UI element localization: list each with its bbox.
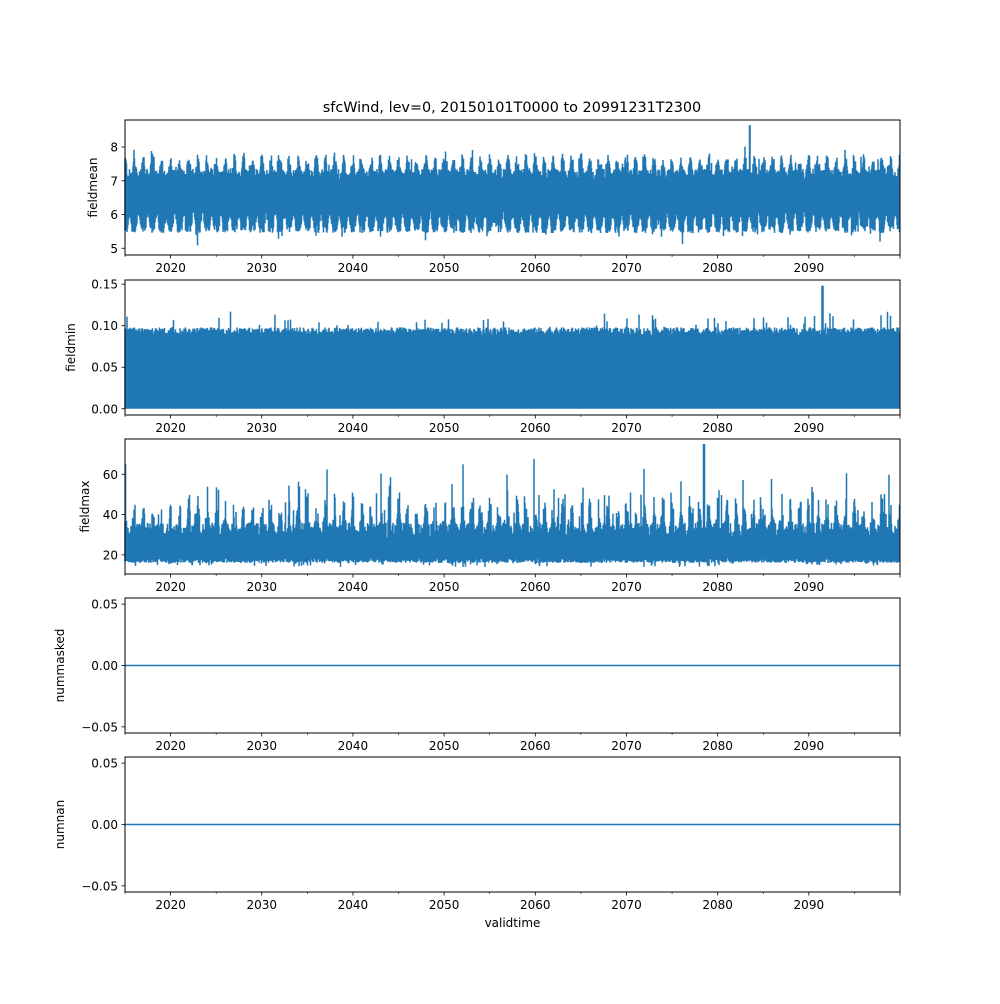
x-tick-label: 2030 — [246, 261, 277, 275]
x-tick-label: 2050 — [429, 739, 460, 753]
x-tick-label: 2090 — [794, 261, 825, 275]
x-tick-label: 2060 — [520, 261, 551, 275]
y-tick-label: 60 — [103, 468, 118, 482]
x-tick-label: 2050 — [429, 898, 460, 912]
x-tick-label: 2030 — [246, 898, 277, 912]
y-tick-label: 20 — [103, 548, 118, 562]
x-tick-label: 2080 — [702, 261, 733, 275]
x-tick-label: 2070 — [611, 261, 642, 275]
y-tick-label: −0.05 — [81, 879, 118, 893]
x-tick-label: 2040 — [338, 580, 369, 594]
x-tick-label: 2020 — [155, 739, 186, 753]
x-tick-label: 2020 — [155, 421, 186, 435]
x-tick-label: 2090 — [794, 580, 825, 594]
y-axis-label: fieldmean — [86, 158, 100, 218]
x-tick-label: 2090 — [794, 421, 825, 435]
x-tick-label: 2020 — [155, 580, 186, 594]
y-tick-label: 0.00 — [91, 818, 118, 832]
x-tick-label: 2030 — [246, 580, 277, 594]
y-tick-label: 0.10 — [91, 319, 118, 333]
subplot-fieldmean: 2020 2030 2040 2050 2060 2070 2080 2090 5 6 7 8 fiel… — [86, 119, 901, 275]
x-tick-label: 2050 — [429, 261, 460, 275]
x-tick-label: 2050 — [429, 421, 460, 435]
x-tick-label: 2060 — [520, 898, 551, 912]
x-tick-label: 2070 — [611, 580, 642, 594]
x-tick-label: 2070 — [611, 898, 642, 912]
x-tick-label: 2040 — [338, 261, 369, 275]
x-tick-label: 2080 — [702, 898, 733, 912]
axes-frame — [124, 119, 901, 256]
x-tick-label: 2060 — [520, 421, 551, 435]
x-tick-label: 2030 — [246, 739, 277, 753]
y-tick-label: 0.05 — [91, 757, 118, 771]
x-tick-label: 2040 — [338, 739, 369, 753]
subplot-fieldmax: 2020 2030 2040 2050 2060 2070 2080 2090204060fi… — [78, 438, 901, 594]
y-tick-label: 5 — [110, 242, 118, 256]
series-line-fieldmean — [124, 125, 901, 246]
subplot-nummasked: 2020 2030 2040 2050 2060 2070 2080 2090 −0.05 0.0… — [53, 597, 901, 753]
x-tick-label: 2020 — [155, 898, 186, 912]
x-tick-label: 2080 — [702, 739, 733, 753]
y-tick-label: 6 — [110, 208, 118, 222]
x-tick-label: 2090 — [794, 739, 825, 753]
y-tick-label: 40 — [103, 508, 118, 522]
y-axis-label: nummasked — [53, 629, 67, 703]
x-tick-label: 2020 — [155, 261, 186, 275]
y-tick-label: 0.15 — [91, 278, 118, 292]
x-axis-label: validtime — [485, 916, 541, 930]
y-axis-label: numnan — [53, 800, 67, 849]
series-line-fieldmin — [124, 285, 901, 409]
x-tick-label: 2040 — [338, 898, 369, 912]
y-tick-label: 8 — [110, 141, 118, 155]
x-tick-label: 2080 — [702, 421, 733, 435]
x-tick-label: 2060 — [520, 580, 551, 594]
series-line-fieldmax — [124, 444, 901, 567]
x-tick-label: 2070 — [611, 421, 642, 435]
x-tick-label: 2050 — [429, 580, 460, 594]
y-axis-label: fieldmin — [64, 323, 78, 372]
subplot-numnan: 2020 2030 2040 2050 2060 2070 2080 2090 −0.05 0.0… — [53, 756, 901, 930]
x-tick-label: 2040 — [338, 421, 369, 435]
y-tick-label: 0.00 — [91, 659, 118, 673]
y-tick-label: 0.00 — [91, 402, 118, 416]
chart-title: sfcWind, lev=0, 20150101T0000 to 2099123… — [323, 100, 701, 116]
x-tick-label: 2080 — [702, 580, 733, 594]
axes-frame — [124, 438, 901, 575]
y-tick-label: −0.05 — [81, 720, 118, 734]
x-tick-label: 2060 — [520, 739, 551, 753]
y-tick-label: 0.05 — [91, 598, 118, 612]
axes-frame — [124, 279, 901, 416]
y-tick-label: 7 — [110, 174, 118, 188]
y-axis-label: fieldmax — [78, 480, 92, 532]
x-tick-label: 2090 — [794, 898, 825, 912]
y-tick-label: 0.05 — [91, 361, 118, 375]
subplot-fieldmin: 2020 2030 2040 2050 2060 2070 2080 2090 0.00 0.05… — [64, 278, 901, 435]
x-tick-label: 2070 — [611, 739, 642, 753]
x-tick-label: 2030 — [246, 421, 277, 435]
